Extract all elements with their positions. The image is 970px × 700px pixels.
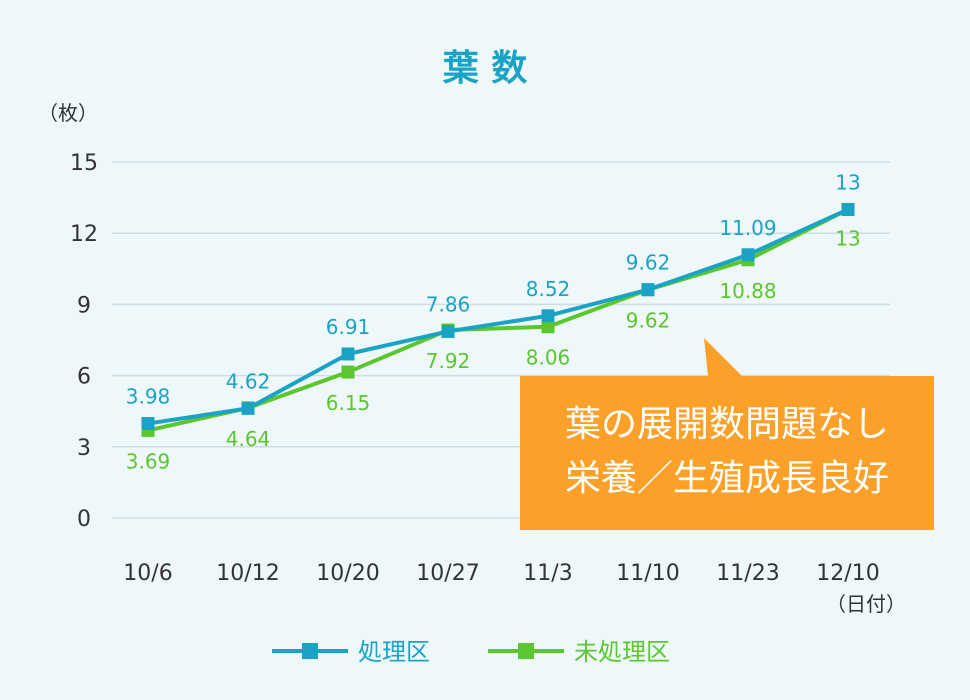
x-tick-label: 10/12 xyxy=(216,561,279,586)
x-tick-label: 10/27 xyxy=(416,561,479,586)
legend-item-treated-marker xyxy=(302,643,318,659)
y-axis-label: （枚） xyxy=(38,101,98,125)
data-point-treated xyxy=(541,309,555,323)
x-tick-label: 12/10 xyxy=(816,561,879,586)
data-point-treated xyxy=(241,401,255,415)
data-point-treated xyxy=(741,248,755,262)
data-label-untreated: 7.92 xyxy=(426,349,471,373)
data-point-untreated xyxy=(541,320,555,334)
data-label-treated: 4.62 xyxy=(226,369,271,393)
y-tick-label: 0 xyxy=(77,507,91,532)
y-tick-label: 9 xyxy=(77,293,91,318)
data-label-untreated: 8.06 xyxy=(526,346,571,370)
data-point-treated xyxy=(841,202,855,216)
legend-item-treated-label: 処理区 xyxy=(358,638,430,666)
data-label-treated: 13 xyxy=(835,170,860,194)
chart-title: 葉 数 xyxy=(442,48,528,89)
series-line-untreated xyxy=(147,207,849,433)
annotation-callout xyxy=(520,338,934,530)
data-label-untreated: 6.15 xyxy=(326,391,371,415)
y-tick-label: 15 xyxy=(70,151,98,176)
data-point-treated xyxy=(441,324,455,338)
y-tick-label: 6 xyxy=(77,365,91,390)
y-tick-label: 12 xyxy=(70,222,98,247)
legend-item-untreated-marker xyxy=(518,643,534,659)
data-label-untreated: 9.62 xyxy=(626,309,671,333)
data-point-treated xyxy=(641,283,655,297)
data-label-treated: 8.52 xyxy=(526,277,571,301)
x-tick-label: 11/23 xyxy=(716,561,779,586)
data-label-treated: 11.09 xyxy=(719,216,776,240)
data-label-untreated: 13 xyxy=(835,226,860,250)
data-label-treated: 9.62 xyxy=(626,251,671,275)
x-tick-label: 10/20 xyxy=(316,561,379,586)
annotation-text: 栄養／生殖成長良好 xyxy=(565,458,889,499)
y-tick-label: 3 xyxy=(77,436,91,461)
data-label-untreated: 4.64 xyxy=(226,427,271,451)
data-point-untreated xyxy=(341,365,355,379)
series-line-treated xyxy=(147,207,849,426)
data-label-treated: 7.86 xyxy=(426,292,471,316)
annotation-text: 葉の展開数問題なし xyxy=(565,404,889,445)
data-label-treated: 6.91 xyxy=(326,315,371,339)
x-tick-label: 11/3 xyxy=(523,561,572,586)
x-axis-label: （日付） xyxy=(826,592,906,616)
x-tick-label: 11/10 xyxy=(616,561,679,586)
data-label-treated: 3.98 xyxy=(126,385,171,409)
data-point-treated xyxy=(141,417,155,431)
data-label-untreated: 3.69 xyxy=(126,449,171,473)
legend-item-untreated-label: 未処理区 xyxy=(574,638,670,666)
x-tick-label: 10/6 xyxy=(123,561,172,586)
data-label-untreated: 10.88 xyxy=(719,279,776,303)
data-point-treated xyxy=(341,347,355,361)
